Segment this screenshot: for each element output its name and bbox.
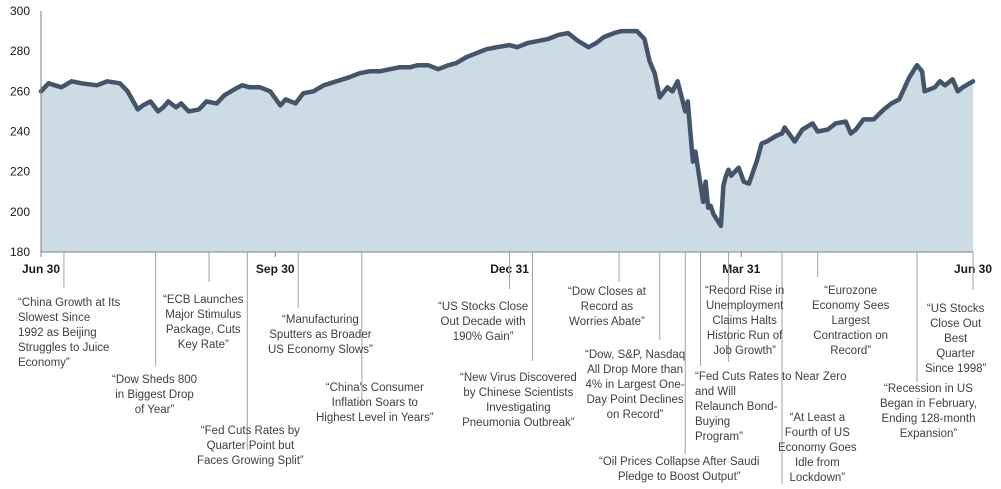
x-tick-label: Sep 30	[256, 262, 295, 276]
annotation-text: “Recession in US Began in February, Ending…	[880, 383, 977, 440]
y-tick-label: 280	[10, 44, 30, 58]
annotation-text: “At Least a Fourth of US Economy Goes Idle …	[778, 412, 857, 484]
series-line	[38, 28, 976, 229]
annotation-text: “Manufacturing Sputters as Broader US Econ…	[268, 314, 373, 356]
annotation-text: “China's Consumer Inflation Soars to Highe…	[316, 382, 434, 424]
area-fill	[41, 31, 973, 252]
annotation-text: “China Growth at Its Slowest Since 1992 as…	[18, 297, 121, 369]
y-tick-label: 260	[10, 84, 30, 98]
x-tick-label: Jun 30	[22, 262, 60, 276]
annotation-text: “Oil Prices Collapse After Saudi Pledge t…	[599, 456, 760, 483]
annotation-text: “Fed Cuts Rates by Quarter Point but Faces…	[197, 425, 304, 467]
annotation-text: “US Stocks Close Out Best Quarter Since 1998…	[925, 303, 987, 375]
annotation-text: “Dow, S&P, Nasdaq All Drop More than 4% in…	[585, 349, 686, 421]
annotation-text: “New Virus Discovered by Chinese Scientis…	[460, 372, 577, 429]
annotation-text: “Eurozone Economy Sees Largest Contraction …	[812, 285, 890, 357]
y-tick-label: 200	[10, 205, 30, 219]
annotation-text: “Record Rise in Unemployment Claims Halts H…	[705, 285, 785, 357]
annotation-text: “Fed Cuts Rates to Near Zero and Will Rela…	[695, 371, 847, 443]
annotation-text: “ECB Launches Major Stimulus Package, Cuts…	[163, 294, 244, 351]
annotation-text: “Dow Sheds 800 in Biggest Drop of Year”	[112, 374, 198, 416]
annotation-text: “Dow Closes at Record as Worries Abate”	[568, 286, 646, 328]
y-tick-label: 180	[10, 245, 30, 259]
y-tick-label: 220	[10, 165, 30, 179]
y-tick-label: 300	[10, 4, 30, 18]
y-tick-label: 240	[10, 125, 30, 139]
x-tick-label: Mar 31	[722, 262, 760, 276]
annotation-text: “US Stocks Close Out Decade with 190% Gain…	[438, 301, 529, 343]
